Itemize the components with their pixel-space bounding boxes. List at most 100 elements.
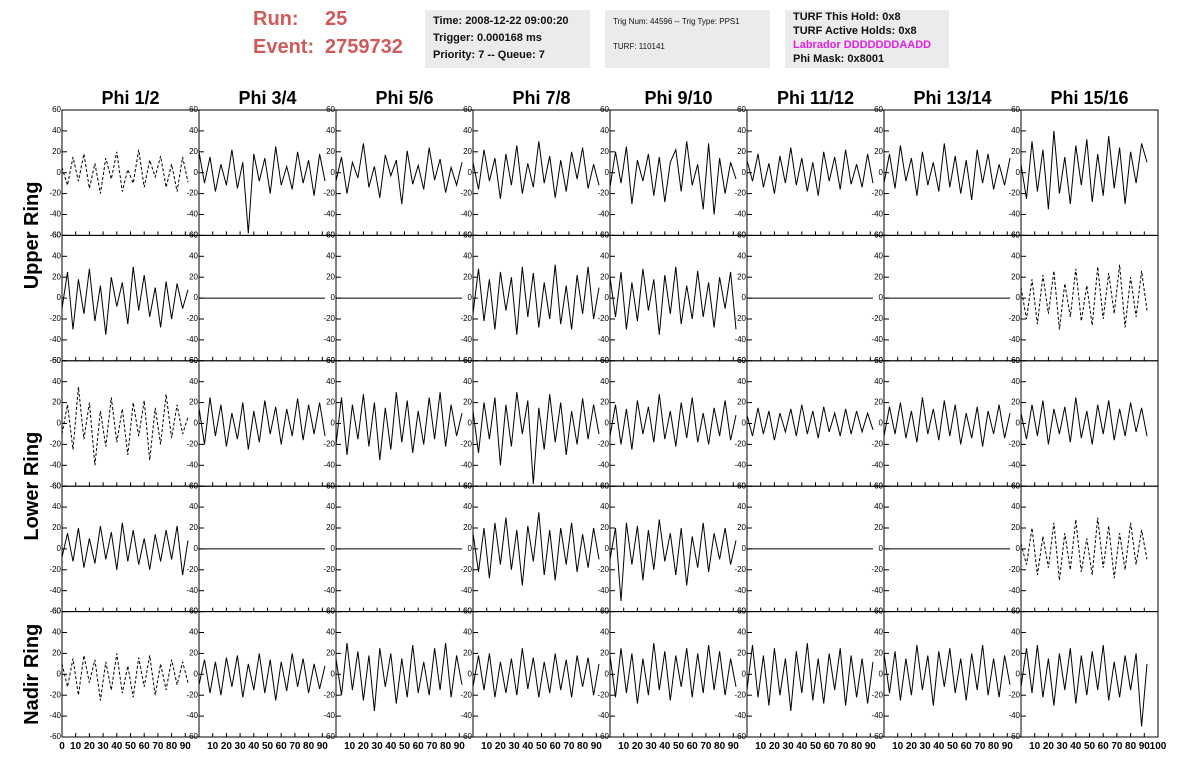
y-tick-label: 40 — [463, 126, 472, 135]
y-tick-label: -20 — [734, 314, 746, 323]
y-tick-label: 20 — [1011, 272, 1020, 281]
y-tick-label: 40 — [874, 126, 883, 135]
panel-frame — [335, 611, 474, 738]
x-tick-label: 30 — [783, 741, 795, 752]
y-tick-label: -20 — [49, 189, 61, 198]
y-tick-label: 20 — [189, 523, 198, 532]
y-tick-label: 40 — [326, 628, 335, 637]
y-tick-label: 60 — [1011, 231, 1020, 240]
x-tick-label: 10 — [892, 741, 904, 752]
y-tick-label: -20 — [734, 440, 746, 449]
info-box: Trig Num: 44596 -- Trig Type: PPS1 TURF:… — [605, 10, 770, 68]
x-tick-label: 80 — [1125, 741, 1137, 752]
y-tick-label: 20 — [600, 649, 609, 658]
y-tick-label: -40 — [460, 460, 472, 469]
waveform — [609, 266, 737, 335]
y-tick-label: -20 — [460, 189, 472, 198]
y-tick-label: 60 — [600, 105, 609, 114]
info-line: TURF Active Holds: 0x8 — [793, 25, 917, 37]
y-tick-label: 20 — [52, 523, 61, 532]
x-tick-label: 90 — [728, 741, 740, 752]
column-title: Phi 11/12 — [777, 88, 854, 108]
y-tick-label: 0 — [605, 544, 610, 553]
y-tick-label: -20 — [871, 440, 883, 449]
run-line: Run: 25 — [253, 8, 347, 31]
y-tick-label: -20 — [597, 690, 609, 699]
y-tick-label: 20 — [463, 147, 472, 156]
waveform — [198, 653, 326, 701]
y-tick-label: 40 — [1011, 628, 1020, 637]
y-tick-label: -20 — [734, 565, 746, 574]
y-tick-label: -40 — [871, 460, 883, 469]
y-tick-label: 0 — [1016, 293, 1021, 302]
y-tick-label: 0 — [331, 293, 336, 302]
y-tick-label: -40 — [597, 460, 609, 469]
waveform — [198, 397, 326, 450]
info-line: Phi Mask: 0x8001 — [793, 53, 885, 65]
x-tick-label: 80 — [577, 741, 589, 752]
y-tick-label: 0 — [194, 293, 199, 302]
panel-frame — [609, 611, 748, 738]
y-tick-label: 20 — [463, 398, 472, 407]
x-tick-label: 80 — [166, 741, 178, 752]
y-tick-label: 40 — [1011, 377, 1020, 386]
y-tick-label: 0 — [57, 544, 62, 553]
y-tick-label: -40 — [734, 335, 746, 344]
y-tick-label: 0 — [468, 544, 473, 553]
y-tick-label: -20 — [1008, 565, 1020, 574]
y-tick-label: -20 — [186, 690, 198, 699]
y-tick-label: 40 — [189, 502, 198, 511]
y-tick-label: 0 — [1016, 544, 1021, 553]
y-tick-label: -60 — [460, 732, 472, 741]
waveform — [609, 519, 737, 602]
y-tick-label: 60 — [52, 105, 61, 114]
x-tick-label: 80 — [714, 741, 726, 752]
waveform — [883, 397, 1011, 447]
y-tick-label: -40 — [597, 335, 609, 344]
x-tick-label: 90 — [317, 741, 329, 752]
y-tick-label: 0 — [331, 168, 336, 177]
panel-frame — [472, 234, 611, 362]
y-tick-label: 0 — [331, 544, 336, 553]
y-tick-label: -40 — [597, 711, 609, 720]
x-tick-label: 30 — [372, 741, 384, 752]
y-tick-label: 0 — [331, 419, 336, 428]
x-tick-label: 100 — [1150, 741, 1167, 752]
y-tick-label: 60 — [463, 105, 472, 114]
y-tick-label: 0 — [1016, 419, 1021, 428]
y-tick-label: 0 — [879, 669, 884, 678]
y-tick-label: 60 — [463, 356, 472, 365]
y-tick-label: 40 — [463, 628, 472, 637]
y-tick-label: 20 — [52, 649, 61, 658]
y-tick-label: -40 — [597, 210, 609, 219]
x-tick-label: 90 — [454, 741, 466, 752]
x-tick-label: 90 — [865, 741, 877, 752]
waveform — [61, 653, 189, 701]
x-tick-label: 60 — [413, 741, 425, 752]
x-tick-label: 80 — [851, 741, 863, 752]
panel-frame — [61, 360, 200, 487]
y-tick-label: 60 — [326, 105, 335, 114]
waveform — [883, 644, 1011, 706]
y-tick-label: -20 — [734, 690, 746, 699]
x-tick-label: 40 — [796, 741, 808, 752]
y-tick-label: 60 — [52, 481, 61, 490]
y-tick-label: 40 — [189, 377, 198, 386]
y-tick-label: 60 — [737, 481, 746, 490]
y-tick-label: 40 — [1011, 126, 1020, 135]
y-tick-label: 0 — [468, 168, 473, 177]
x-tick-label: 30 — [98, 741, 110, 752]
y-tick-label: 40 — [874, 377, 883, 386]
x-tick-label: 90 — [1002, 741, 1014, 752]
y-tick-label: 20 — [737, 147, 746, 156]
y-tick-label: -40 — [1008, 335, 1020, 344]
y-tick-label: -40 — [734, 210, 746, 219]
x-tick-label: 20 — [495, 741, 507, 752]
x-tick-label: 70 — [563, 741, 575, 752]
y-tick-label: -20 — [597, 314, 609, 323]
x-tick-label: 20 — [84, 741, 96, 752]
y-tick-label: 40 — [52, 628, 61, 637]
y-tick-label: 40 — [737, 502, 746, 511]
y-tick-label: 0 — [194, 168, 199, 177]
panel-frame — [1020, 234, 1159, 362]
